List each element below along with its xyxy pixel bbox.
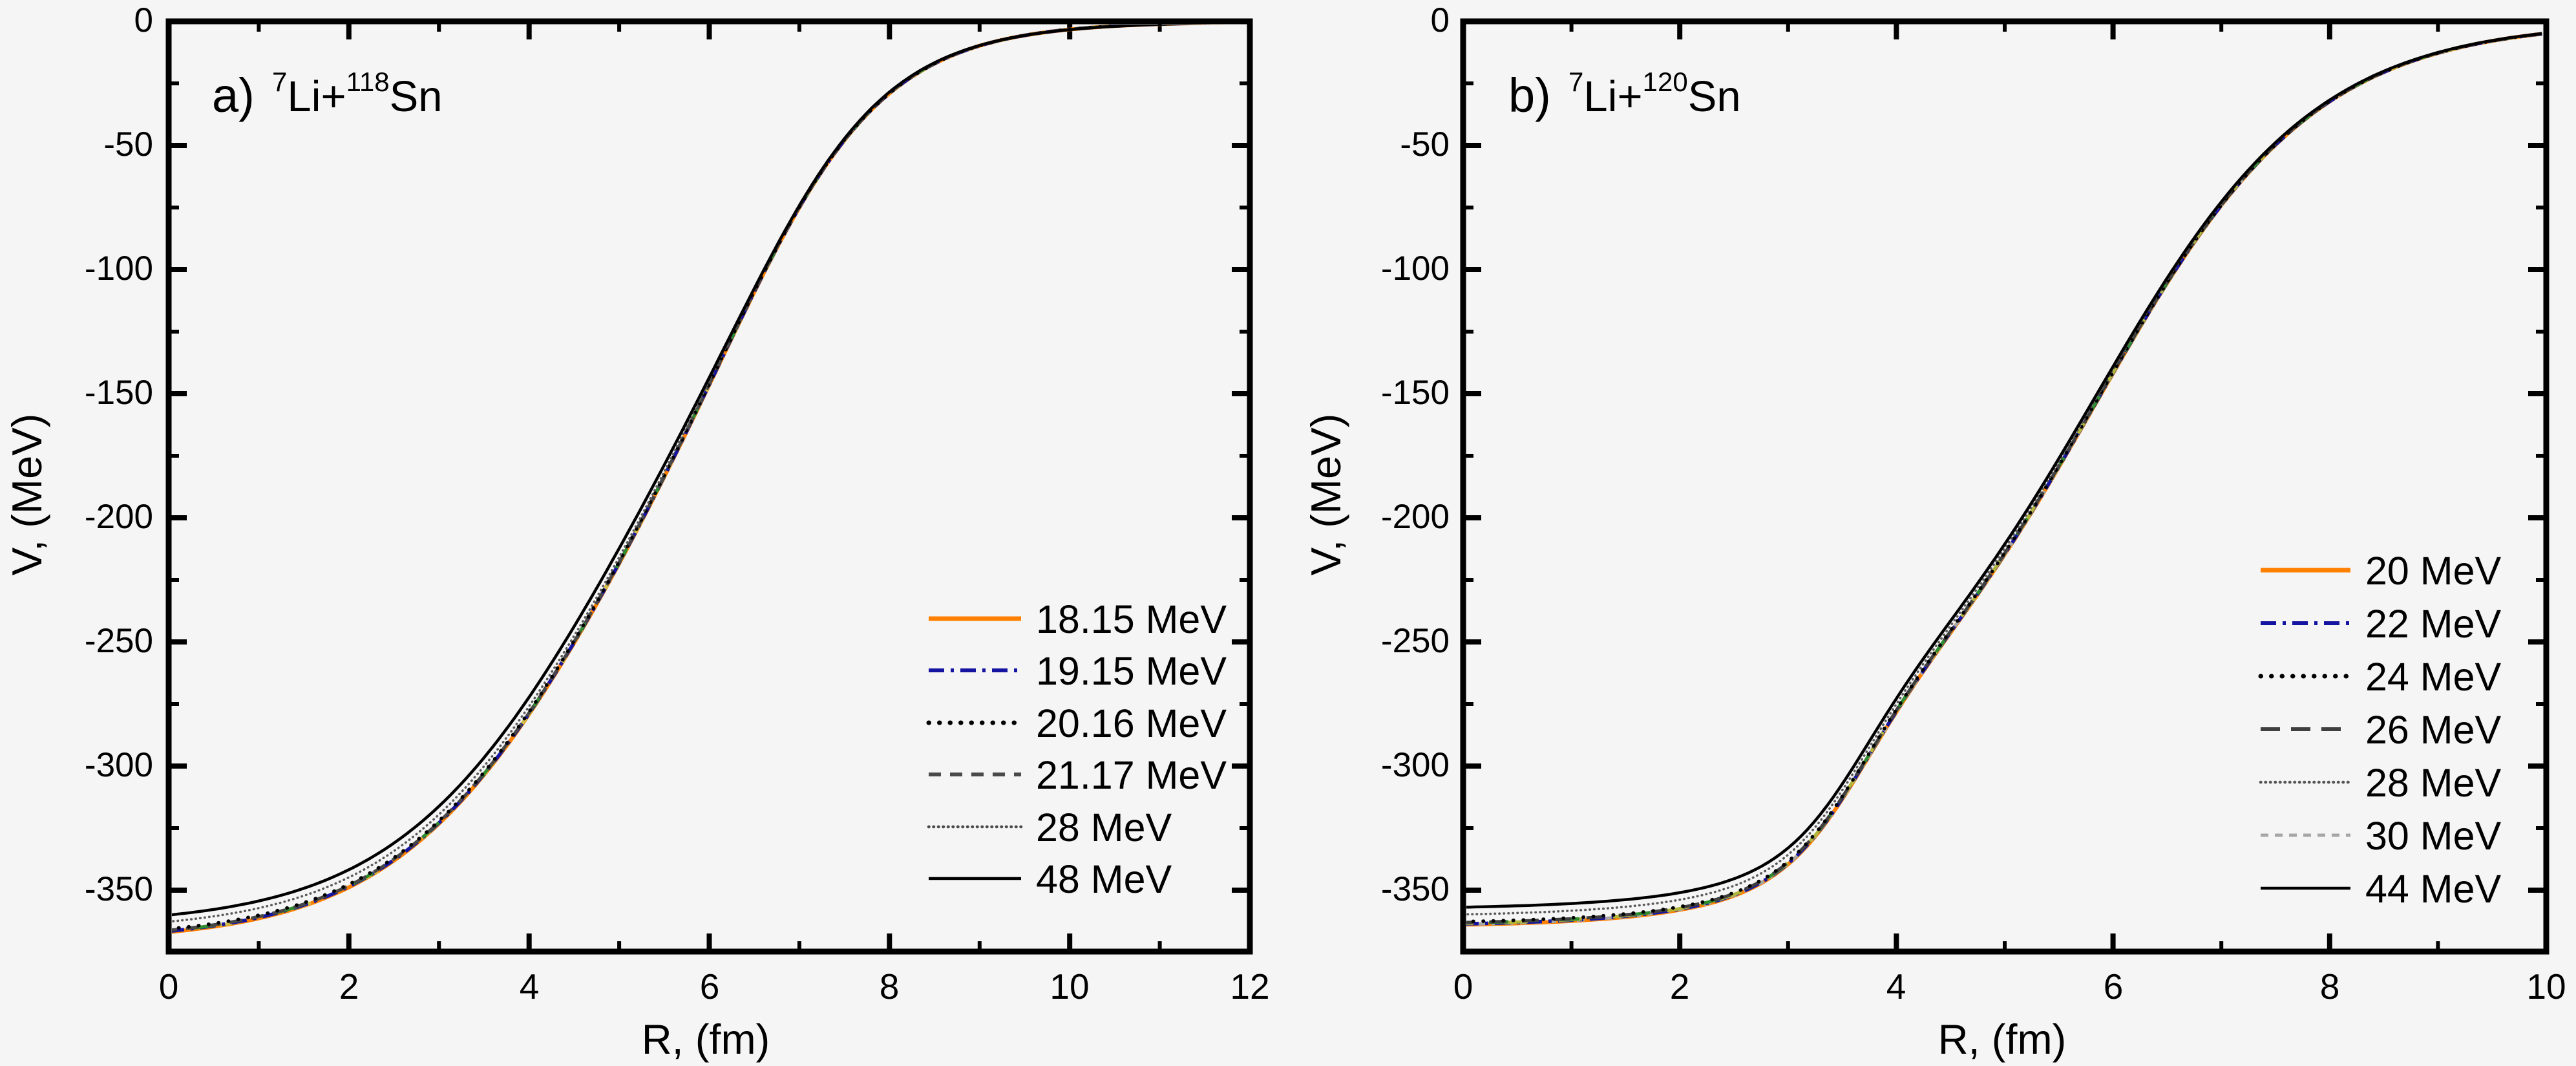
- svg-text:-350: -350: [85, 870, 153, 908]
- svg-text:-150: -150: [85, 374, 153, 412]
- svg-text:4: 4: [520, 966, 540, 1007]
- svg-text:26 MeV: 26 MeV: [2365, 708, 2502, 752]
- svg-text:-300: -300: [1381, 746, 1450, 784]
- svg-text:-200: -200: [85, 498, 153, 536]
- svg-text:8: 8: [880, 966, 900, 1007]
- svg-text:0: 0: [134, 1, 153, 39]
- svg-text:-100: -100: [85, 250, 153, 288]
- svg-text:4: 4: [1886, 966, 1906, 1007]
- svg-text:R, (fm): R, (fm): [1938, 1016, 2067, 1063]
- svg-text:48 MeV: 48 MeV: [1036, 857, 1172, 901]
- svg-text:2: 2: [339, 966, 359, 1007]
- svg-text:21.17 MeV: 21.17 MeV: [1036, 753, 1227, 797]
- svg-text:20 MeV: 20 MeV: [2365, 549, 2502, 593]
- svg-text:a): a): [212, 69, 255, 122]
- svg-text:24 MeV: 24 MeV: [2365, 655, 2502, 699]
- svg-text:18.15 MeV: 18.15 MeV: [1036, 597, 1227, 641]
- svg-text:-250: -250: [85, 622, 153, 660]
- svg-text:0: 0: [159, 966, 179, 1007]
- svg-text:6: 6: [2104, 966, 2124, 1007]
- svg-text:44 MeV: 44 MeV: [2365, 867, 2502, 911]
- svg-text:0: 0: [1453, 966, 1473, 1007]
- svg-text:28 MeV: 28 MeV: [2365, 761, 2502, 805]
- svg-text:V, (MeV): V, (MeV): [3, 414, 50, 575]
- svg-text:-50: -50: [1400, 125, 1450, 164]
- svg-text:-150: -150: [1381, 374, 1450, 412]
- svg-text:6: 6: [700, 966, 720, 1007]
- svg-text:b): b): [1508, 69, 1551, 122]
- svg-text:10: 10: [1050, 966, 1089, 1007]
- svg-text:8: 8: [2320, 966, 2340, 1007]
- svg-text:-350: -350: [1381, 870, 1450, 908]
- svg-text:R, (fm): R, (fm): [642, 1016, 770, 1063]
- svg-text:-300: -300: [85, 746, 153, 784]
- svg-text:28 MeV: 28 MeV: [1036, 805, 1172, 849]
- svg-text:19.15 MeV: 19.15 MeV: [1036, 649, 1227, 693]
- svg-text:2: 2: [1670, 966, 1690, 1007]
- svg-text:22 MeV: 22 MeV: [2365, 602, 2502, 646]
- svg-text:12: 12: [1230, 966, 1269, 1007]
- svg-text:-200: -200: [1381, 498, 1450, 536]
- svg-text:-100: -100: [1381, 250, 1450, 288]
- svg-text:10: 10: [2526, 966, 2566, 1007]
- svg-text:20.16 MeV: 20.16 MeV: [1036, 701, 1227, 745]
- svg-text:0: 0: [1431, 1, 1450, 39]
- svg-text:-250: -250: [1381, 622, 1450, 660]
- svg-text:-50: -50: [103, 125, 153, 164]
- svg-text:V, (MeV): V, (MeV): [1302, 414, 1349, 575]
- svg-text:30 MeV: 30 MeV: [2365, 814, 2502, 858]
